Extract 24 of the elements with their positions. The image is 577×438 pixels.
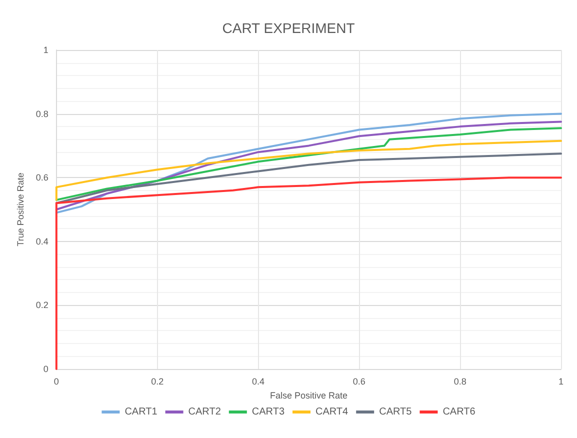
legend-label: CART5 [379, 406, 412, 418]
y-tick-label: 0 [43, 364, 48, 374]
legend-label: CART6 [442, 406, 476, 418]
x-tick-label: 0 [54, 376, 59, 386]
legend-label: CART3 [252, 406, 285, 418]
line-series [55, 140, 562, 201]
y-tick-label: 0.2 [36, 300, 48, 310]
y-tick-label: 0.8 [36, 108, 48, 119]
legend-label: CART2 [188, 406, 222, 418]
y-tick-label: 1 [43, 45, 48, 55]
x-tick-label: 0.6 [352, 376, 366, 386]
y-axis-title: True Positive Rate [16, 172, 26, 246]
x-tick-label: 0.2 [151, 376, 164, 386]
x-tick-label: 0.4 [252, 376, 265, 386]
x-tick-label: 1 [558, 376, 564, 386]
line-series [55, 127, 562, 201]
y-tick-label: 0.6 [36, 172, 48, 183]
legend-label: CART1 [124, 406, 158, 418]
line-series [55, 152, 562, 204]
x-tick-label: 0.8 [454, 376, 466, 386]
legend-label: CART4 [316, 406, 349, 418]
x-axis-title: False Positive Rate [270, 390, 348, 400]
chart-title: CART EXPERIMENT [222, 20, 356, 36]
y-tick-label: 0.4 [36, 236, 48, 246]
